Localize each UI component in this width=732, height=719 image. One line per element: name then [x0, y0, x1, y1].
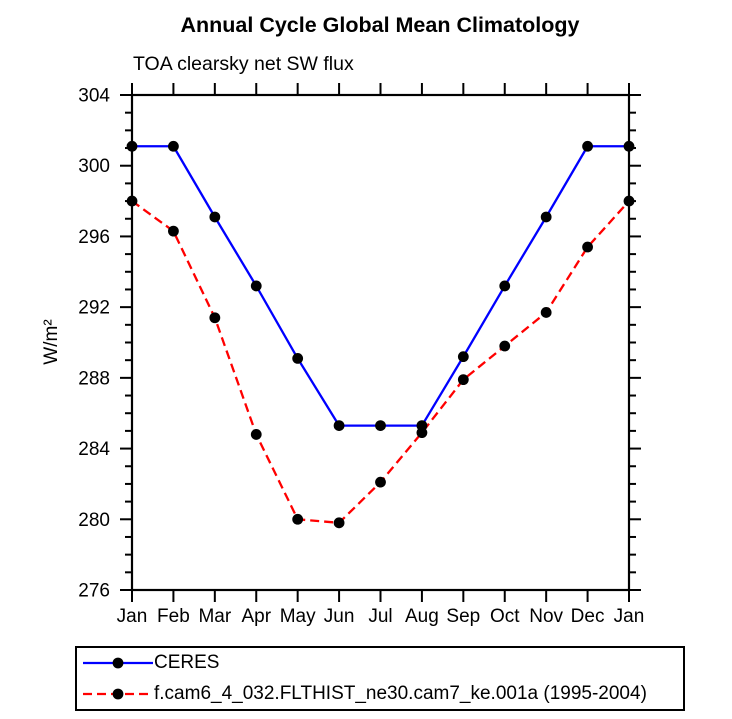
y-tick-label: 288 [78, 368, 110, 389]
y-tick-label: 284 [78, 439, 110, 460]
data-point-marker [250, 280, 262, 292]
data-point-marker [333, 517, 345, 529]
y-tick-label: 292 [78, 298, 110, 319]
x-axis-ticks: Jan Feb Mar Apr May Jun Jul Aug Sep Oct Nov Dec Jan [117, 83, 645, 627]
x-tick-label: Dec [571, 606, 605, 627]
data-point-marker [540, 307, 552, 318]
data-point-marker [168, 140, 179, 152]
x-tick-label: Nov [529, 606, 563, 627]
data-point-marker [582, 140, 593, 152]
legend-label-model: f.cam6_4_032.FLTHIST_ne30.cam7_ke.001a (… [154, 682, 647, 704]
data-point-marker [540, 211, 552, 223]
data-point-marker [209, 312, 221, 324]
x-tick-label: Aug [405, 606, 439, 627]
legend-line-sample-ceres [83, 657, 153, 669]
y-tick-label: 296 [78, 227, 110, 248]
axes-frame [130, 93, 631, 592]
data-point-marker [333, 420, 345, 431]
y-tick-label: 280 [78, 510, 110, 531]
x-tick-label: Jan [117, 606, 148, 627]
data-point-marker [623, 140, 635, 152]
y-tick-label: 300 [78, 156, 110, 177]
data-point-marker [126, 140, 138, 152]
data-point-marker [499, 340, 511, 352]
data-point-marker [499, 280, 511, 292]
x-tick-label: Sep [446, 606, 480, 627]
x-tick-label: Jun [324, 606, 355, 627]
legend-box: CERES f.cam6_4_032.FLTHIST_ne30.cam7_ke.… [75, 646, 685, 711]
y-tick-label: 276 [78, 581, 110, 602]
data-point-marker [292, 513, 304, 525]
data-point-marker [582, 241, 593, 253]
data-point-marker [457, 374, 469, 386]
data-point-marker [292, 353, 304, 364]
data-point-marker [250, 429, 262, 440]
chart-subtitle: TOA clearsky net SW flux [133, 53, 354, 75]
data-point-marker [623, 195, 635, 207]
data-point-marker [209, 211, 221, 223]
data-point-marker [126, 195, 138, 207]
series-line-0 [132, 145, 629, 427]
x-tick-label: Apr [241, 606, 271, 627]
y-tick-label: 304 [78, 86, 110, 107]
x-tick-label: Jul [368, 606, 392, 627]
series-line-1 [131, 200, 630, 524]
data-point-marker [416, 427, 428, 439]
x-tick-label: May [280, 606, 316, 627]
legend-item-ceres: CERES [83, 648, 683, 679]
x-tick-label: Mar [198, 606, 231, 627]
legend-label-ceres: CERES [154, 652, 220, 674]
chart-title: Annual Cycle Global Mean Climatology [180, 13, 580, 37]
series-markers-0 [126, 140, 635, 431]
data-point-marker [375, 420, 386, 431]
data-point-marker [457, 351, 469, 363]
y-axis-ticks: 276 280 284 288 292 296 300 304 [78, 86, 641, 602]
x-tick-label: Jan [614, 606, 645, 627]
x-tick-label: Feb [157, 606, 190, 627]
legend-item-model: f.cam6_4_032.FLTHIST_ne30.cam7_ke.001a (… [83, 679, 683, 710]
data-point-marker [168, 225, 179, 237]
legend-line-sample-model [83, 688, 153, 700]
x-tick-label: Oct [490, 606, 520, 627]
data-point-marker [375, 476, 386, 488]
series-markers-1 [126, 195, 635, 529]
